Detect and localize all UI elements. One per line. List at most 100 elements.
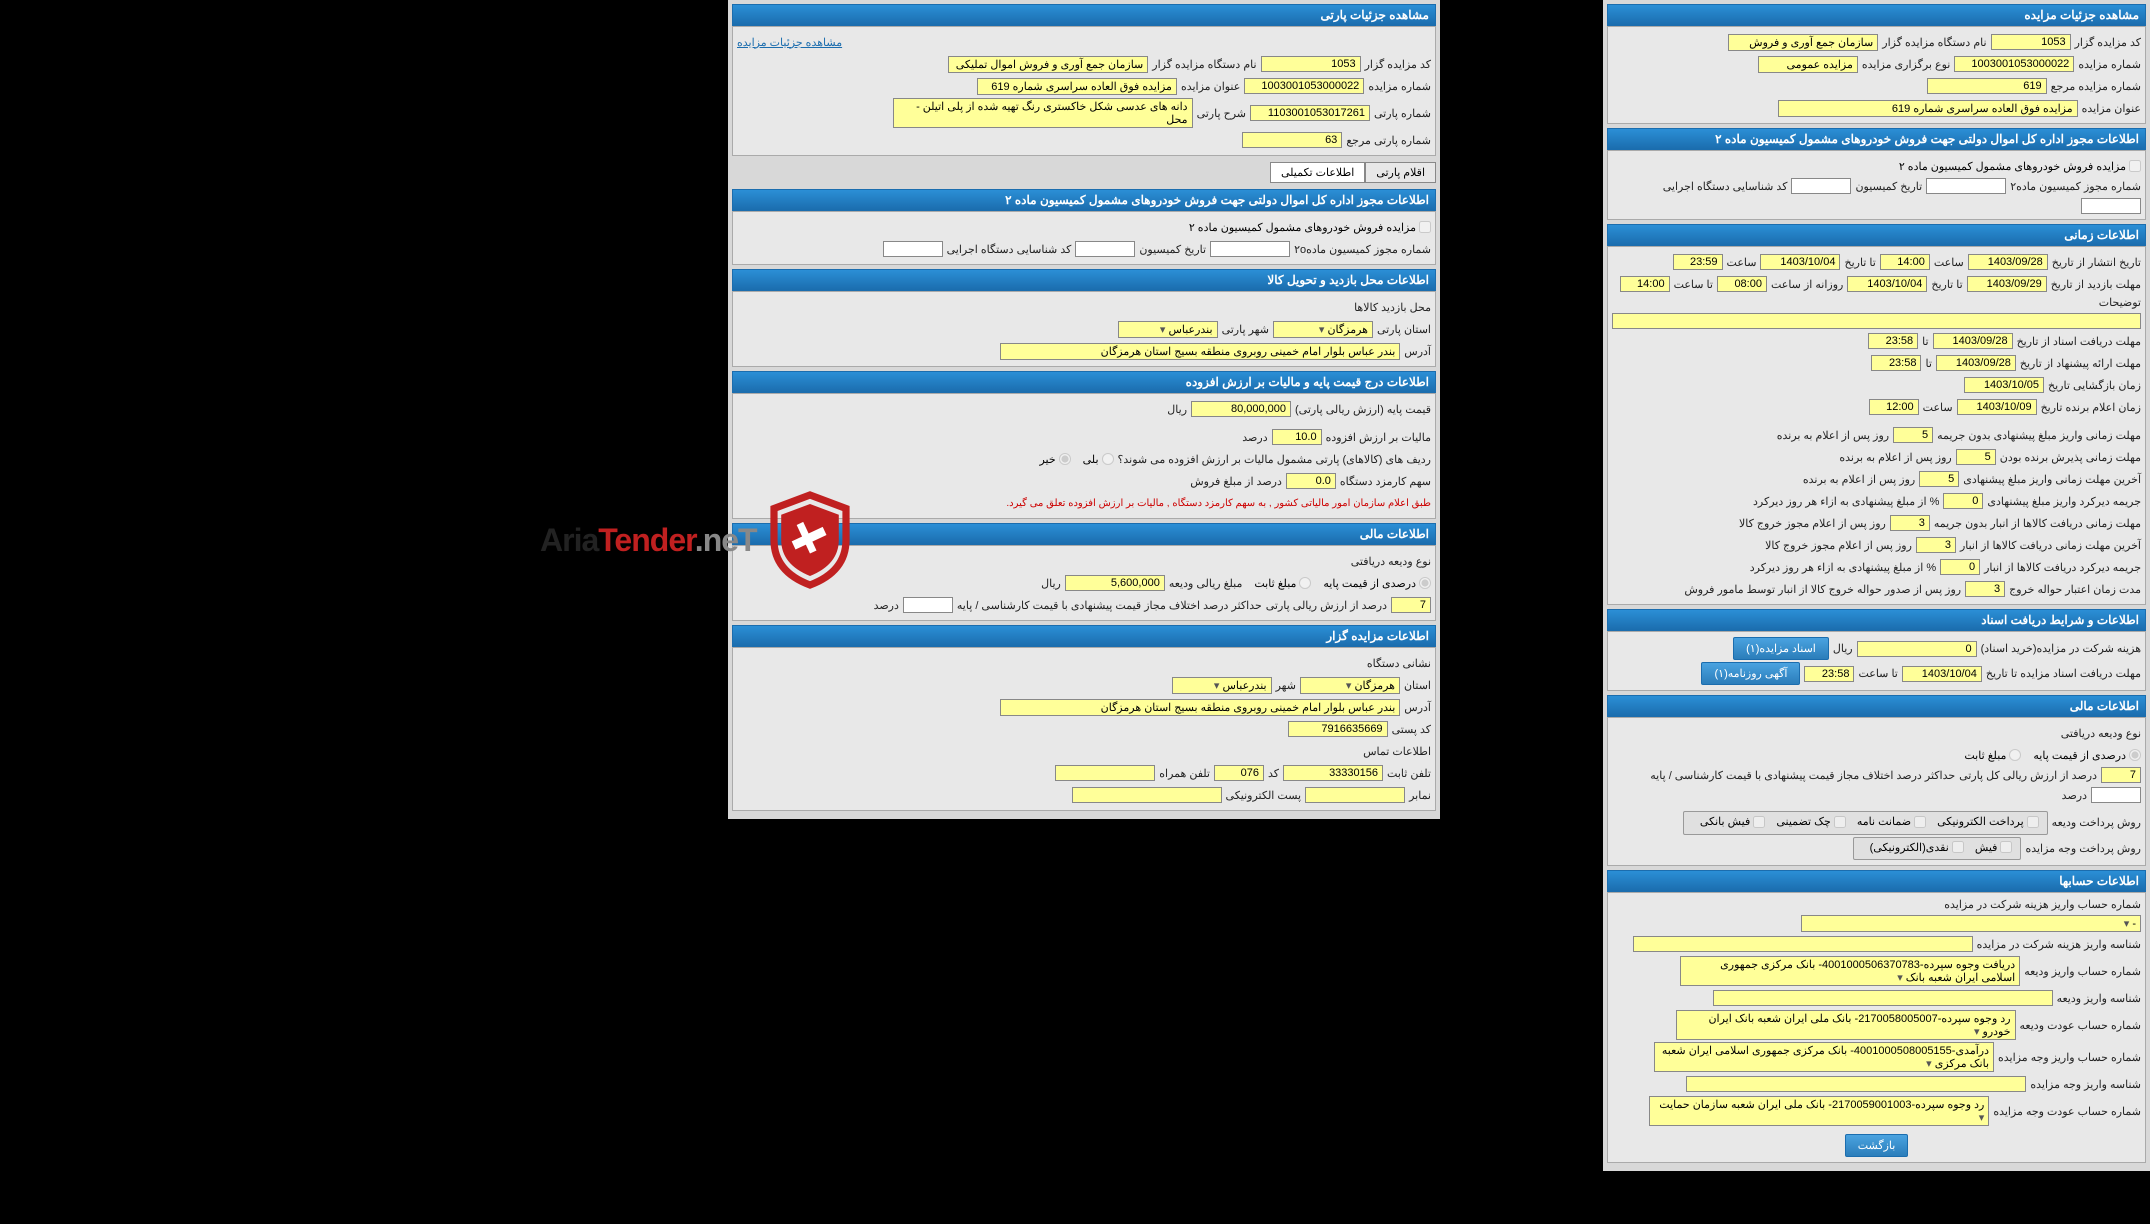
acc5-fld[interactable]: رد وجوه سپرده-2170058005007- بانک ملی ای… [1676,1010,2016,1040]
chk-epay[interactable]: پرداخت الکترونیکی [1937,815,2039,828]
auction-type-lbl: نوع برگزاری مزایده [1862,58,1950,71]
deposit-amt-lbl: مبلغ ریالی ودیعه [1169,577,1243,590]
comm2-chk-r[interactable]: مزایده فروش خودروهای مشمول کمیسیون ماده … [1189,221,1431,234]
hdr-comm2-r: اطلاعات مجوز اداره کل اموال دولتی جهت فر… [732,189,1436,211]
r-party-no-lbl: شماره پارتی [1374,107,1431,120]
penalty-free-unit: روز پس از اعلام به برنده [1777,429,1889,442]
chk-cash[interactable]: نقدی(الکترونیکی) [1870,841,1964,854]
org-province-fld[interactable]: هرمزگان [1300,677,1400,694]
fax-fld [1305,787,1405,803]
daily-from-lbl: روزانه از ساعت [1771,278,1843,291]
mobile-fld [1055,765,1155,781]
pct-base-radio-r[interactable]: درصدی از قیمت پایه [1323,577,1431,590]
open-fld: 1403/10/05 [1964,377,2044,393]
goods-penalty-unit: % از مبلغ پیشنهادی به ازاء هر روز دیرکرد [1750,561,1936,574]
comm2-id-fld-l [2081,198,2141,214]
shield-icon [765,490,855,590]
fixed-radio-r[interactable]: مبلغ ثابت [1254,577,1311,590]
hdr-acc: اطلاعات حسابها [1607,870,2146,892]
comm2-chk-l[interactable]: مزایده فروش خودروهای مشمول کمیسیون ماده … [1899,160,2141,173]
city-lbl: شهر پارتی [1222,323,1269,336]
r-no[interactable]: خیر [1039,453,1070,466]
auction-type-fld: مزایده عمومی [1758,56,1858,73]
r-yes[interactable]: بلی [1083,453,1114,466]
hdr-time: اطلاعات زمانی [1607,224,2146,246]
btn-news[interactable]: آگهی روزنامه(۱) [1701,662,1800,685]
chk-guarantee[interactable]: ضمانت نامه [1857,815,1926,828]
pub-time-fld: 14:00 [1880,254,1930,270]
winner-date-fld: 1403/10/09 [1957,399,2037,415]
notes-lbl: توضیحات [2099,296,2141,309]
acc3-fld[interactable]: دریافت وجوه سپرده-4001000506370783- بانک… [1680,956,2020,986]
pub-to-fld: 1403/10/04 [1760,254,1840,270]
chk-fish[interactable]: فیش [1975,841,2013,854]
title-fld: مزایده فوق العاده سراسری شماره 619 [1778,100,2078,117]
r-org-code-lbl: کد مزایده گزار [1365,58,1431,71]
r-ref-party-lbl: شماره پارتی مرجع [1346,134,1431,147]
visit-from-lbl: مهلت بازدید از تاریخ [2051,278,2141,291]
deposit-type-lbl-l: نوع ودیعه دریافتی [2061,727,2141,740]
chk-cheque[interactable]: چک تضمینی [1776,815,1845,828]
goods-free-unit: روز پس از اعلام مجوز خروج کالا [1739,517,1886,530]
email-fld [1072,787,1222,803]
acc-body: شماره حساب واریز هزینه شرکت در مزایده- ش… [1607,892,2146,1163]
btn-back[interactable]: بازگشت [1845,1134,1909,1157]
ref-no-fld: 619 [1927,78,2047,94]
winner-time-lbl: ساعت [1923,401,1953,414]
acc6-fld[interactable]: درآمدی-4001000508005155- بانک مرکزی جمهو… [1654,1042,1994,1072]
fax-lbl: نمابر [1409,789,1431,802]
province-fld[interactable]: هرمزگان [1273,321,1373,338]
acc8-fld[interactable]: رد وجوه سپرده-2170059001003- بانک ملی ای… [1649,1096,1989,1126]
acc1-lbl: شماره حساب واریز هزینه شرکت در مزایده [1944,898,2141,911]
pay-deposit-lbl: روش پرداخت ودیعه [2052,816,2141,829]
exit-permit-unit: روز پس از صدور حواله خروج کالا از انبار … [1684,583,1961,596]
org-body: نشانی دستگاه استان هرمزگان شهر بندرعباس … [732,647,1436,811]
max-diff-lbl-r: حداکثر درصد اختلاف مجاز قیمت پیشنهادی با… [957,599,1262,612]
tab-info[interactable]: اطلاعات تکمیلی [1270,162,1365,183]
goods-penalty-fld: 0 [1940,559,1980,575]
notes-fld [1612,313,2141,329]
phone-fld: 33330156 [1283,765,1383,781]
tab-items[interactable]: اقلام پارتی [1365,162,1436,183]
max-diff-fld-r [903,597,953,613]
r-party-no-fld: 1103001053017261 [1250,105,1370,121]
goods-last-lbl: آخرین مهلت زمانی دریافت کالاها از انبار [1960,539,2141,552]
link-details[interactable]: مشاهده جزئیات مزایده [737,36,842,49]
contact-lbl: اطلاعات تماس [1363,745,1431,758]
base-price-lbl: قیمت پایه (ارزش ریالی پارتی) [1295,403,1431,416]
comm2-date-fld-l [1791,178,1851,194]
pct-party-fld: 7 [1391,597,1431,613]
title-lbl: عنوان مزایده [2082,102,2141,115]
base-price-fld: 80,000,000 [1191,401,1291,417]
mobile-lbl: تلفن همراه [1159,767,1210,780]
visit-to-lbl: تا تاریخ [1931,278,1962,291]
winner-accept-lbl: مهلت زمانی پذیرش برنده بودن [2000,451,2141,464]
city-fld[interactable]: بندرعباس [1118,321,1218,338]
pay-auction-lbl: روش پرداخت وجه مزایده [2025,842,2141,855]
hdr-loc: اطلاعات محل بازدید و تحویل کالا [732,269,1436,291]
doc-fee-lbl: هزینه شرکت در مزایده(خرید اسناد) [1981,642,2141,655]
org-city-fld[interactable]: بندرعباس [1172,677,1272,694]
pct-base-radio-l[interactable]: درصدی از قیمت پایه [2033,749,2141,762]
late-penalty-fld: 0 [1943,493,1983,509]
base-price-unit: ریال [1167,403,1187,416]
area-lbl: کد [1268,767,1279,780]
btn-docs[interactable]: اسناد مزایده(۱) [1733,637,1829,660]
acc4-fld [1713,990,2053,1006]
winner-lbl: زمان اعلام برنده تاریخ [2041,401,2141,414]
loc-body: محل بازدید کالاها استان پارتی هرمزگان شه… [732,291,1436,367]
acc7-fld [1686,1076,2026,1092]
acc1-fld[interactable]: - [1801,915,2141,932]
last-deposit-fld: 5 [1919,471,1959,487]
ref-no-lbl: شماره مزایده مرجع [2051,80,2141,93]
penalty-free-fld: 5 [1893,427,1933,443]
doc-recv-from-lbl: مهلت دریافت اسناد از تاریخ [2017,335,2141,348]
doc-recv-from-fld: 1403/09/28 [1933,333,2013,349]
comm2-permit-lbl-r: شماره مجوز کمیسیون ماده۲o [1294,243,1431,256]
chk-bank[interactable]: فیش بانکی [1700,815,1765,828]
brand-text: AriaTender.neT [540,522,757,559]
docs-body: هزینه شرکت در مزایده(خرید اسناد) 0 ریال … [1607,631,2146,691]
time-body: تاریخ انتشار از تاریخ 1403/09/28 ساعت 14… [1607,246,2146,605]
phone-lbl: تلفن ثابت [1387,767,1431,780]
fixed-radio-l[interactable]: مبلغ ثابت [1964,749,2021,762]
